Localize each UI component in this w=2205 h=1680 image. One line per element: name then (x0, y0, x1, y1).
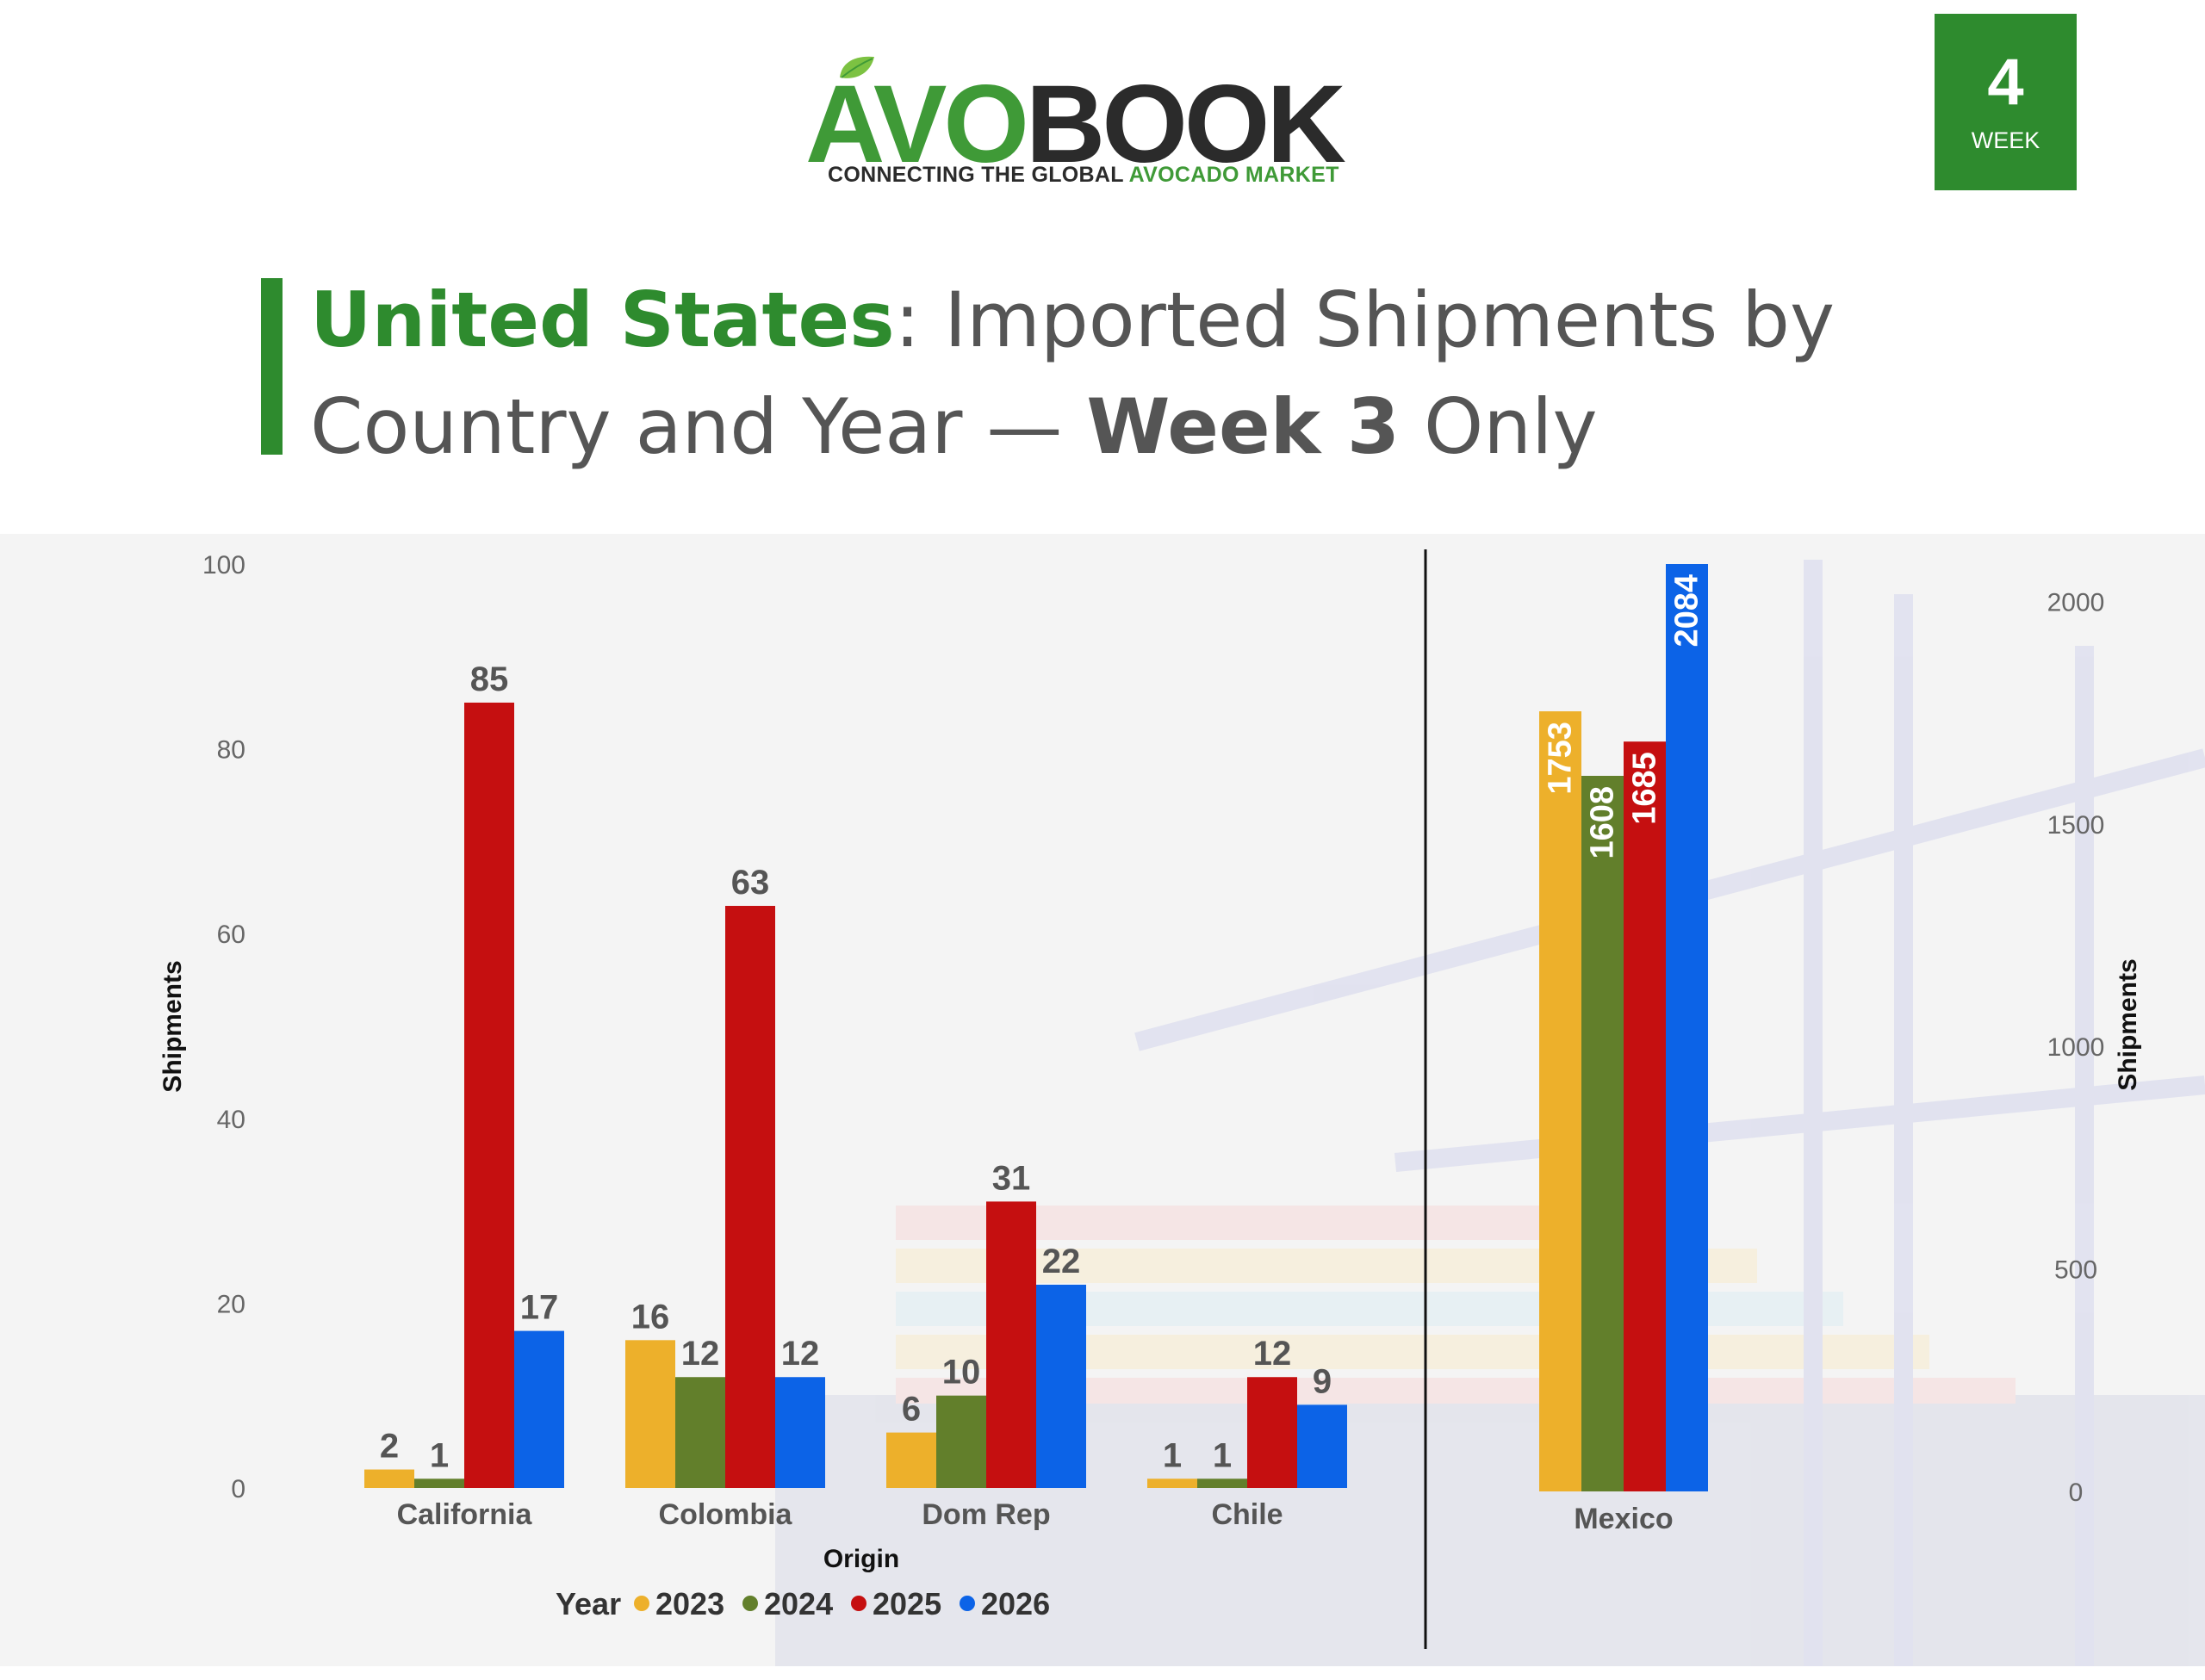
right-y-tick-label: 1500 (2047, 811, 2105, 840)
data-label: 1 (1163, 1436, 1182, 1474)
logo-book: BOOK (1025, 63, 1346, 186)
data-label: 12 (1253, 1335, 1292, 1373)
bar-mexico-2023 (1539, 711, 1581, 1491)
data-label: 1 (430, 1436, 449, 1474)
right-y-axis-title: Shipments (2114, 958, 2142, 1090)
bar-chile-2025 (1247, 1377, 1297, 1488)
bar-california-2023 (364, 1469, 414, 1488)
tagline-part2: AVOCADO MARKET (1128, 163, 1339, 187)
bar-chile-2024 (1197, 1479, 1247, 1488)
chart-area: 0 20 40 60 80 100 Shipments 2 1 85 17 California 16 1… (0, 534, 2205, 1666)
data-label: 12 (681, 1335, 720, 1373)
y-tick-label: 40 (217, 1106, 245, 1134)
data-label: 31 (992, 1159, 1031, 1197)
x-category-label: Colombia (659, 1498, 793, 1531)
data-label: 85 (470, 660, 509, 698)
bar-chile-2023 (1147, 1479, 1197, 1488)
legend-label-2023: 2023 (655, 1586, 724, 1621)
bar-chile-2026 (1297, 1404, 1347, 1488)
legend-title: Year (556, 1586, 621, 1621)
data-label-inside: 1753 (1543, 722, 1579, 795)
legend-marker-2023 (634, 1596, 649, 1611)
right-y-tick-label: 0 (2069, 1479, 2084, 1507)
y-tick-label: 100 (202, 551, 245, 580)
data-label: 9 (1313, 1362, 1332, 1400)
data-label-inside: 2084 (1669, 574, 1705, 648)
leaf-icon (840, 56, 874, 78)
logo-tagline: CONNECTING THE GLOBAL AVOCADO MARKET (828, 163, 1339, 188)
bar-dom-rep-2026 (1036, 1284, 1086, 1488)
title-accent-bar (261, 278, 283, 455)
bar-california-2024 (414, 1479, 464, 1488)
data-label: 2 (380, 1428, 399, 1466)
legend-label-2025: 2025 (873, 1586, 941, 1621)
legend-label-2024: 2024 (764, 1586, 833, 1621)
x-category-label: California (397, 1498, 533, 1531)
page-title: United States: Imported Shipments by Cou… (310, 267, 2016, 480)
avobook-logo[interactable]: AVOBOOK CONNECTING THE GLOBAL AVOCADO MA… (805, 47, 1400, 202)
right-y-tick-label: 500 (2054, 1256, 2097, 1285)
x-category-label: Dom Rep (922, 1498, 1050, 1531)
data-label: 12 (781, 1335, 820, 1373)
legend-marker-2025 (851, 1596, 866, 1611)
y-tick-label: 0 (231, 1475, 245, 1503)
title-country: United States (310, 276, 895, 364)
y-axis-title: Shipments (158, 960, 187, 1092)
data-label-inside: 1608 (1585, 786, 1621, 859)
data-label: 16 (631, 1298, 670, 1336)
legend-marker-2026 (960, 1596, 975, 1611)
bar-mexico-2026 (1666, 564, 1708, 1491)
bar-dom-rep-2025 (986, 1201, 1036, 1488)
bar-dom-rep-2024 (936, 1395, 986, 1488)
x-category-label: Chile (1211, 1498, 1283, 1531)
right-y-tick-label: 1000 (2047, 1033, 2105, 1062)
y-tick-label: 60 (217, 921, 245, 949)
title-rest2: Only (1400, 382, 1598, 471)
bar-colombia-2023 (625, 1340, 675, 1488)
y-tick-label: 80 (217, 736, 245, 765)
data-label: 22 (1042, 1243, 1081, 1280)
data-label: 17 (520, 1289, 559, 1327)
logo-avo: AVO (805, 63, 1029, 186)
y-tick-label: 20 (217, 1290, 245, 1318)
header: AVOBOOK CONNECTING THE GLOBAL AVOCADO MA… (0, 0, 2205, 517)
logo-wordmark: AVOBOOK (805, 63, 1346, 186)
bar-california-2026 (514, 1330, 564, 1488)
legend-label-2026: 2026 (981, 1586, 1050, 1621)
week-number: 4 (1987, 46, 2024, 119)
x-category-label: Mexico (1574, 1503, 1673, 1535)
bar-colombia-2025 (725, 906, 775, 1488)
bar-dom-rep-2023 (886, 1432, 936, 1488)
bar-california-2025 (464, 702, 514, 1488)
data-label-inside: 1685 (1627, 752, 1663, 825)
data-label: 1 (1213, 1436, 1232, 1474)
x-axis-title: Origin (823, 1545, 899, 1573)
bar-colombia-2024 (675, 1377, 725, 1488)
bar-colombia-2026 (775, 1377, 825, 1488)
data-label: 6 (902, 1391, 921, 1429)
week-badge: 4 WEEK (1935, 14, 2077, 190)
bar-mexico-2024 (1581, 775, 1624, 1491)
tagline-part1: CONNECTING THE GLOBAL (828, 163, 1129, 187)
week-label: WEEK (1971, 127, 2040, 153)
legend-marker-2024 (742, 1596, 758, 1611)
data-label: 63 (731, 864, 770, 902)
right-y-tick-label: 2000 (2047, 588, 2105, 617)
title-week: Week 3 (1086, 382, 1401, 471)
bar-mexico-2025 (1624, 741, 1666, 1491)
title-rest1: : Imported Shipments by Country and Year… (310, 276, 1835, 471)
data-label: 10 (942, 1354, 981, 1392)
